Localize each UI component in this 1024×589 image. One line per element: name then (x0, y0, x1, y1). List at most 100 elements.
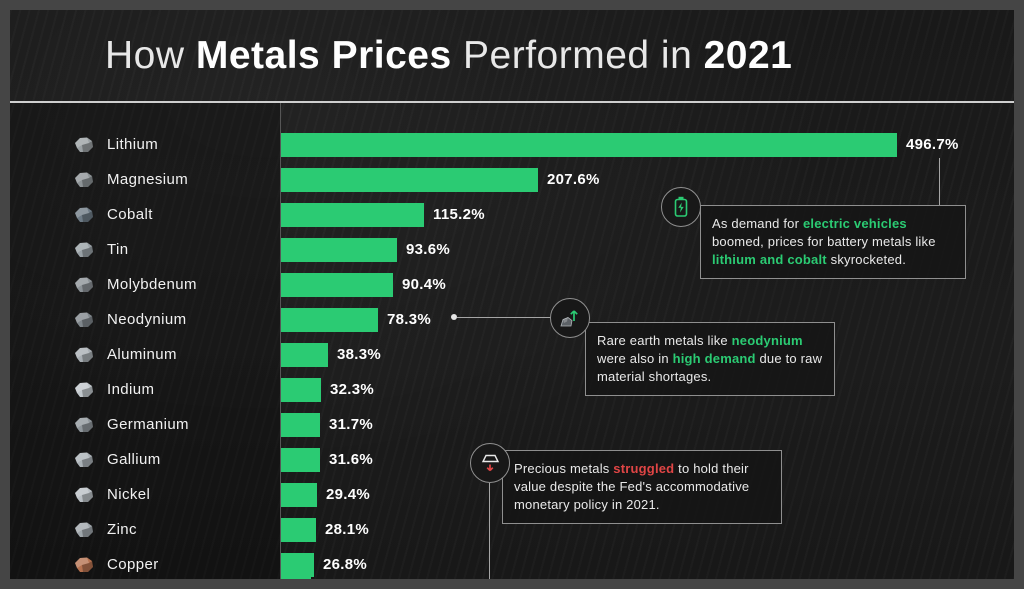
metal-icon (74, 207, 94, 223)
metal-cell: Aluminum (10, 346, 281, 363)
bar (281, 202, 424, 227)
bar-cell: 115.2% (281, 197, 1014, 232)
bar (281, 342, 328, 367)
metal-label: Molybdenum (107, 276, 197, 293)
metal-cell: Germanium (10, 416, 281, 433)
table-row: Aluminum 38.3% (10, 337, 1014, 372)
bar-value-label: 90.4% (402, 276, 447, 293)
bar-value-label: 31.7% (329, 416, 374, 433)
bar (281, 447, 320, 472)
table-row: Neodynium 78.3% (10, 302, 1014, 337)
bar (281, 517, 316, 542)
table-row: Copper 26.8% (10, 547, 1014, 579)
table-row: Lithium 496.7% (10, 127, 1014, 162)
table-row: Nickel 29.4% (10, 477, 1014, 512)
rare-earth-up-icon (550, 298, 590, 338)
bar-cell: 93.6% (281, 232, 1014, 267)
table-row: Germanium 31.7% (10, 407, 1014, 442)
table-row: Magnesium 207.6% (10, 162, 1014, 197)
bar-value-label: 32.3% (330, 381, 375, 398)
bar-cell: 78.3% (281, 302, 1014, 337)
annotation-precious-metals: Precious metals struggled to hold their … (502, 450, 782, 524)
metal-label: Aluminum (107, 346, 177, 363)
metal-icon (74, 347, 94, 363)
metal-label: Copper (107, 556, 159, 573)
bar-cell: 38.3% (281, 337, 1014, 372)
connector-line (939, 158, 940, 205)
bar-cell: 496.7% (281, 127, 1014, 162)
metal-icon (74, 312, 94, 328)
bar-cell: 29.4% (281, 477, 1014, 512)
metal-label: Gallium (107, 451, 161, 468)
bar-value-label: 28.1% (325, 521, 370, 538)
table-row: Gallium 31.6% (10, 442, 1014, 477)
bar-cell: 90.4% (281, 267, 1014, 302)
bar (281, 482, 317, 507)
metal-icon (74, 417, 94, 433)
metal-icon (74, 522, 94, 538)
metal-label: Nickel (107, 486, 151, 503)
metal-icon (74, 242, 94, 258)
metal-icon (74, 487, 94, 503)
metal-label: Neodynium (107, 311, 187, 328)
bar-cell: 32.3% (281, 372, 1014, 407)
metal-icon (74, 277, 94, 293)
metal-icon (74, 382, 94, 398)
bar-chart: Lithium 496.7% Magnesium (10, 103, 1014, 579)
metal-cell: Zinc (10, 521, 281, 538)
bar-cell: 31.6% (281, 442, 1014, 477)
metal-cell: Copper (10, 556, 281, 573)
title-segment: Performed in (451, 33, 704, 77)
bar-value-label: 207.6% (547, 171, 600, 188)
battery-icon (661, 187, 701, 227)
annotation-battery-metals: As demand for electric vehicles boomed, … (700, 205, 966, 279)
metal-cell: Lithium (10, 136, 281, 153)
bar-cell: 31.7% (281, 407, 1014, 442)
annotation-text: Rare earth metals like (597, 333, 732, 348)
metal-label: Zinc (107, 521, 137, 538)
annotation-rare-earth: Rare earth metals like neodynium were al… (585, 322, 835, 396)
metal-label: Indium (107, 381, 155, 398)
metal-icon (74, 137, 94, 153)
connector-line (489, 483, 490, 579)
annotation-highlight: high demand (672, 350, 756, 366)
bar (281, 132, 897, 157)
bar (281, 307, 378, 332)
metal-cell: Neodynium (10, 311, 281, 328)
metal-label: Tin (107, 241, 129, 258)
annotation-highlight: electric vehicles (802, 216, 907, 231)
annotation-text: were also in (597, 350, 673, 366)
bar (281, 237, 397, 262)
table-row: Zinc 28.1% (10, 512, 1014, 547)
bar-value-label: 31.6% (329, 451, 374, 468)
metal-cell: Magnesium (10, 171, 281, 188)
bar-value-label: 29.4% (326, 486, 371, 503)
bar-value-label: 38.3% (337, 346, 382, 363)
metal-label-panel (10, 103, 281, 579)
metal-cell: Tin (10, 241, 281, 258)
bar-cell: 28.1% (281, 512, 1014, 547)
page-title: How Metals Prices Performed in 2021 (10, 10, 1014, 103)
bar-value-label: 93.6% (406, 241, 451, 258)
metal-cell: Indium (10, 381, 281, 398)
metal-cell: Molybdenum (10, 276, 281, 293)
table-row: Cobalt 115.2% (10, 197, 1014, 232)
annotation-text: skyrocketed. (826, 251, 907, 267)
bar-value-label: 496.7% (906, 136, 959, 153)
annotation-text: As demand for (712, 216, 803, 231)
metal-label: Lithium (107, 136, 159, 153)
metal-label: Cobalt (107, 206, 153, 223)
bar (281, 272, 393, 297)
table-row: Molybdenum 90.4% (10, 267, 1014, 302)
annotation-highlight: struggled (613, 461, 675, 476)
metal-cell: Cobalt (10, 206, 281, 223)
metal-icon (74, 557, 94, 573)
bar-cell: 26.8% (281, 547, 1014, 579)
annotation-text: boomed, prices for battery metals like (712, 233, 936, 249)
bar-value-label: 115.2% (433, 206, 485, 223)
metal-icon (74, 172, 94, 188)
bar (281, 167, 538, 192)
title-segment-bold: 2021 (703, 33, 793, 77)
metal-label: Magnesium (107, 171, 189, 188)
